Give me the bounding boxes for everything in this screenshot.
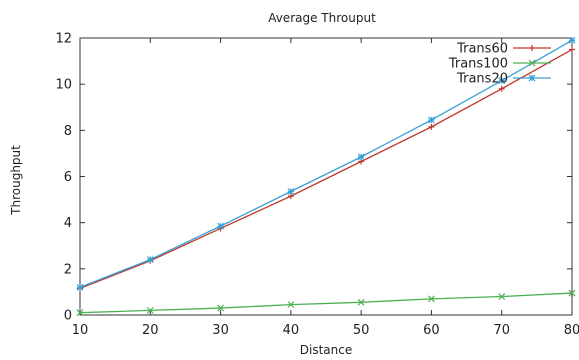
- data-point-trans100: [428, 295, 435, 303]
- y-tick-label: 6: [64, 170, 72, 185]
- series-trans100: [76, 289, 576, 317]
- x-tick-label: 60: [423, 323, 440, 338]
- data-point-trans20: [357, 153, 365, 161]
- data-point-trans20: [76, 283, 84, 291]
- series-line-trans60: [79, 48, 573, 290]
- data-point-trans100: [76, 309, 84, 317]
- data-point-trans20: [146, 256, 154, 264]
- legend-label-trans100: Trans100: [448, 57, 508, 72]
- x-axis-label: Distance: [300, 343, 352, 357]
- data-point-trans100: [357, 298, 365, 306]
- y-axis-label: Throughput: [9, 145, 23, 216]
- chart-title: Average Throuput: [268, 11, 376, 25]
- data-point-trans100: [498, 293, 506, 300]
- x-tick-label: 10: [72, 323, 89, 338]
- legend-marker-trans100: [528, 59, 536, 67]
- y-tick-label: 4: [64, 216, 72, 231]
- series-trans20: [76, 36, 576, 291]
- data-point-trans20: [568, 36, 576, 44]
- x-tick-label: 20: [142, 323, 159, 338]
- data-point-trans20: [428, 116, 435, 124]
- data-point-trans20: [287, 188, 295, 195]
- series-line-trans100: [79, 292, 573, 314]
- series-layer: [76, 36, 576, 317]
- x-tick-label: 70: [493, 323, 510, 338]
- y-tick-label: 10: [55, 78, 72, 93]
- axis-ticks: 10 20 30 40 50 60 70 80 0 2 4 6 8 10 12: [55, 32, 579, 339]
- x-tick-label: 50: [353, 323, 370, 338]
- data-point-trans100: [146, 306, 154, 314]
- x-tick-label: 30: [212, 323, 229, 338]
- legend-label-trans60: Trans60: [456, 42, 508, 57]
- y-tick-label: 2: [64, 262, 72, 277]
- data-point-trans100: [568, 289, 576, 297]
- legend-label-trans20: Trans20: [456, 72, 508, 87]
- y-tick-label: 8: [64, 124, 72, 139]
- y-tick-label: 0: [64, 309, 72, 324]
- data-point-trans100: [287, 301, 295, 309]
- data-point-trans100: [217, 304, 224, 312]
- series-line-trans20: [79, 39, 573, 288]
- x-tick-label: 80: [564, 323, 579, 338]
- data-point-trans20: [498, 77, 506, 85]
- x-tick-label: 40: [283, 323, 300, 338]
- y-tick-label: 12: [55, 32, 72, 47]
- legend-marker-trans20: [528, 74, 536, 82]
- data-point-trans20: [217, 222, 224, 230]
